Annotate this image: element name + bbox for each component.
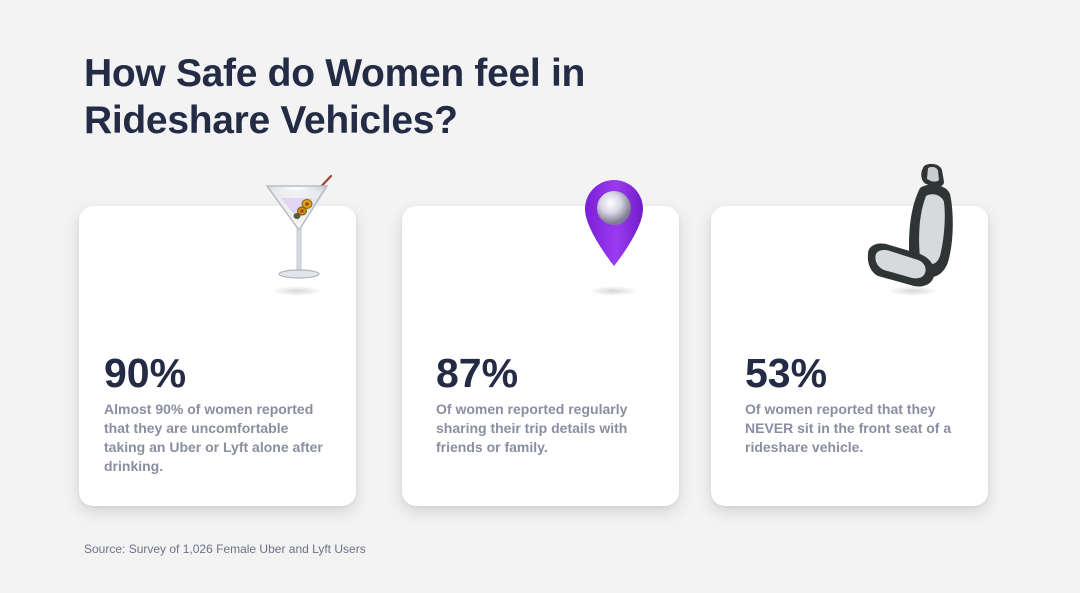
stat-value: 53% [745,350,828,396]
source-note: Source: Survey of 1,026 Female Uber and … [84,542,366,556]
icon-shadow [588,286,638,296]
stat-card-front-seat: 53% Of women reported that they NEVER si… [711,206,988,506]
icon-shadow [888,286,938,296]
location-pin-icon [582,178,646,273]
stat-description: Almost 90% of women reported that they a… [104,401,323,474]
stat-card-drinking: 90% Almost 90% of women reported that th… [79,206,356,506]
stat-value: 87% [436,350,519,396]
icon-shadow [272,286,322,296]
stat-value: 90% [104,350,187,396]
stat-description: Of women reported that they NEVER sit in… [745,401,952,455]
stat-description: Of women reported regularly sharing thei… [436,401,628,455]
stat-card-trip-sharing: 87% Of women reported regularly sharing … [402,206,679,506]
page-title: How Safe do Women feel in Rideshare Vehi… [84,52,586,142]
martini-glass-icon [263,174,337,287]
car-seat-icon [864,162,958,297]
